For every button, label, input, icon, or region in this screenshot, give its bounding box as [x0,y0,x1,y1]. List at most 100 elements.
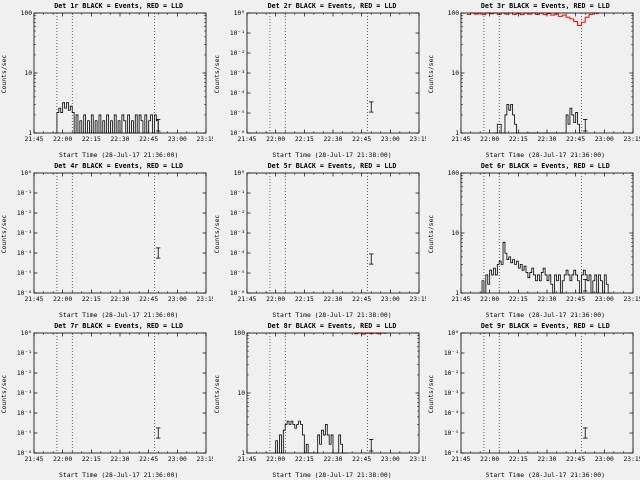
svg-text:10⁻⁶: 10⁻⁶ [443,450,458,457]
plot-title: Det 6r BLACK = Events, RED = LLD [480,162,610,170]
svg-text:10⁻⁵: 10⁻⁵ [443,430,458,437]
svg-text:23:00: 23:00 [595,136,614,143]
plot-canvas-det-7r: 21:45 22:00 22:15 22:30 22:45 23:00 23:15 10⁰ 10… [17,330,213,463]
svg-text:10: 10 [451,70,459,77]
plot-title: Det 4r BLACK = Events, RED = LLD [54,162,184,170]
svg-text:21:45: 21:45 [451,136,470,143]
plot-canvas-det-4r: 21:45 22:00 22:15 22:30 22:45 23:00 23:15 10⁰ 10… [17,170,213,303]
svg-text:23:00: 23:00 [381,296,400,303]
svg-text:10⁻⁵: 10⁻⁵ [17,270,32,277]
svg-text:22:00: 22:00 [480,296,499,303]
plot-title: Det 1r BLACK = Events, RED = LLD [54,2,184,10]
svg-text:22:15: 22:15 [509,456,528,463]
svg-text:10: 10 [451,230,459,237]
svg-text:21:45: 21:45 [25,136,44,143]
x-axis-label: Start Time (28-Jul-17 21:36:00) [485,311,605,319]
svg-text:21:45: 21:45 [451,296,470,303]
svg-text:22:45: 22:45 [566,296,585,303]
svg-text:10⁻⁶: 10⁻⁶ [17,290,32,297]
svg-text:22:30: 22:30 [111,136,130,143]
svg-text:21:45: 21:45 [238,136,257,143]
svg-text:10⁰: 10⁰ [21,330,32,337]
svg-text:10⁻³: 10⁻³ [17,230,32,237]
svg-text:10⁰: 10⁰ [234,170,245,177]
plot-title: Det 9r BLACK = Events, RED = LLD [480,322,610,330]
svg-text:100: 100 [447,170,459,177]
svg-text:21:45: 21:45 [238,296,257,303]
svg-text:10⁻¹: 10⁻¹ [230,30,245,37]
svg-text:10⁻⁶: 10⁻⁶ [230,290,245,297]
svg-text:23:15: 23:15 [197,296,213,303]
svg-text:22:00: 22:00 [267,136,286,143]
svg-text:23:00: 23:00 [595,296,614,303]
svg-text:10⁻⁵: 10⁻⁵ [17,430,32,437]
svg-text:10⁻²: 10⁻² [17,210,32,217]
plot-title: Det 2r BLACK = Events, RED = LLD [267,2,397,10]
svg-text:100: 100 [447,10,459,17]
svg-text:23:15: 23:15 [623,456,639,463]
plot-panel-det-7r: Det 7r BLACK = Events, RED = LLD Counts/… [0,320,213,480]
svg-text:23:00: 23:00 [168,296,187,303]
svg-text:22:45: 22:45 [139,296,158,303]
x-axis-label: Start Time (28-Jul-17 21:38:00) [272,151,392,159]
svg-text:22:15: 22:15 [295,136,314,143]
svg-text:22:45: 22:45 [139,136,158,143]
svg-text:10⁻⁵: 10⁻⁵ [230,270,245,277]
svg-text:23:00: 23:00 [595,456,614,463]
svg-text:23:15: 23:15 [197,456,213,463]
svg-text:10⁻³: 10⁻³ [17,390,32,397]
svg-text:10⁻²: 10⁻² [230,50,245,57]
svg-text:23:00: 23:00 [168,136,187,143]
svg-text:23:15: 23:15 [410,296,426,303]
svg-text:22:45: 22:45 [353,456,372,463]
plot-panel-det-9r: Det 9r BLACK = Events, RED = LLD Counts/… [427,320,640,480]
plot-panel-det-5r: Det 5r BLACK = Events, RED = LLD Counts/… [213,160,426,320]
svg-text:22:00: 22:00 [480,456,499,463]
svg-text:22:15: 22:15 [509,296,528,303]
svg-text:22:00: 22:00 [53,456,72,463]
svg-text:22:00: 22:00 [267,296,286,303]
plot-title: Det 3r BLACK = Events, RED = LLD [480,2,610,10]
svg-text:10⁻¹: 10⁻¹ [230,190,245,197]
svg-text:10⁻³: 10⁻³ [443,390,458,397]
svg-text:23:15: 23:15 [410,136,426,143]
svg-text:22:30: 22:30 [324,296,343,303]
svg-text:22:00: 22:00 [53,296,72,303]
svg-text:10⁻²: 10⁻² [443,370,458,377]
svg-text:1: 1 [455,290,459,297]
svg-text:10⁻⁴: 10⁻⁴ [230,90,245,97]
plot-canvas-det-3r: 21:45 22:00 22:15 22:30 22:45 23:00 23:15 1 10 10… [447,10,639,143]
svg-text:22:15: 22:15 [295,456,314,463]
svg-text:22:45: 22:45 [566,136,585,143]
svg-text:23:15: 23:15 [623,296,639,303]
svg-text:22:45: 22:45 [566,456,585,463]
svg-text:10⁻⁴: 10⁻⁴ [230,250,245,257]
svg-text:22:15: 22:15 [295,296,314,303]
plot-canvas-det-1r: 21:45 22:00 22:15 22:30 22:45 23:00 23:15 1 10 10… [21,10,213,143]
svg-text:10⁻⁴: 10⁻⁴ [443,410,458,417]
svg-text:10: 10 [238,390,246,397]
svg-text:22:30: 22:30 [537,456,556,463]
svg-text:23:00: 23:00 [381,136,400,143]
svg-text:22:15: 22:15 [509,136,528,143]
x-axis-label: Start Time (28-Jul-17 21:36:00) [485,151,605,159]
svg-text:10⁻³: 10⁻³ [230,70,245,77]
svg-text:22:00: 22:00 [53,136,72,143]
svg-text:22:45: 22:45 [353,296,372,303]
svg-text:22:00: 22:00 [480,136,499,143]
svg-text:10⁻²: 10⁻² [230,210,245,217]
svg-text:21:45: 21:45 [451,456,470,463]
plot-canvas-det-5r: 21:45 22:00 22:15 22:30 22:45 23:00 23:15 10⁰ 10… [230,170,426,303]
svg-text:10⁻³: 10⁻³ [230,230,245,237]
svg-text:21:45: 21:45 [25,456,44,463]
svg-text:21:45: 21:45 [25,296,44,303]
svg-text:10⁻⁵: 10⁻⁵ [230,110,245,117]
svg-text:21:45: 21:45 [238,456,257,463]
svg-text:22:30: 22:30 [537,136,556,143]
svg-text:10⁻¹: 10⁻¹ [17,350,32,357]
svg-text:22:00: 22:00 [267,456,286,463]
svg-text:22:15: 22:15 [82,136,101,143]
plot-panel-det-1r: Det 1r BLACK = Events, RED = LLD Counts/… [0,0,213,160]
plot-title: Det 7r BLACK = Events, RED = LLD [54,322,184,330]
x-axis-label: Start Time (28-Jul-17 21:38:00) [272,471,392,479]
